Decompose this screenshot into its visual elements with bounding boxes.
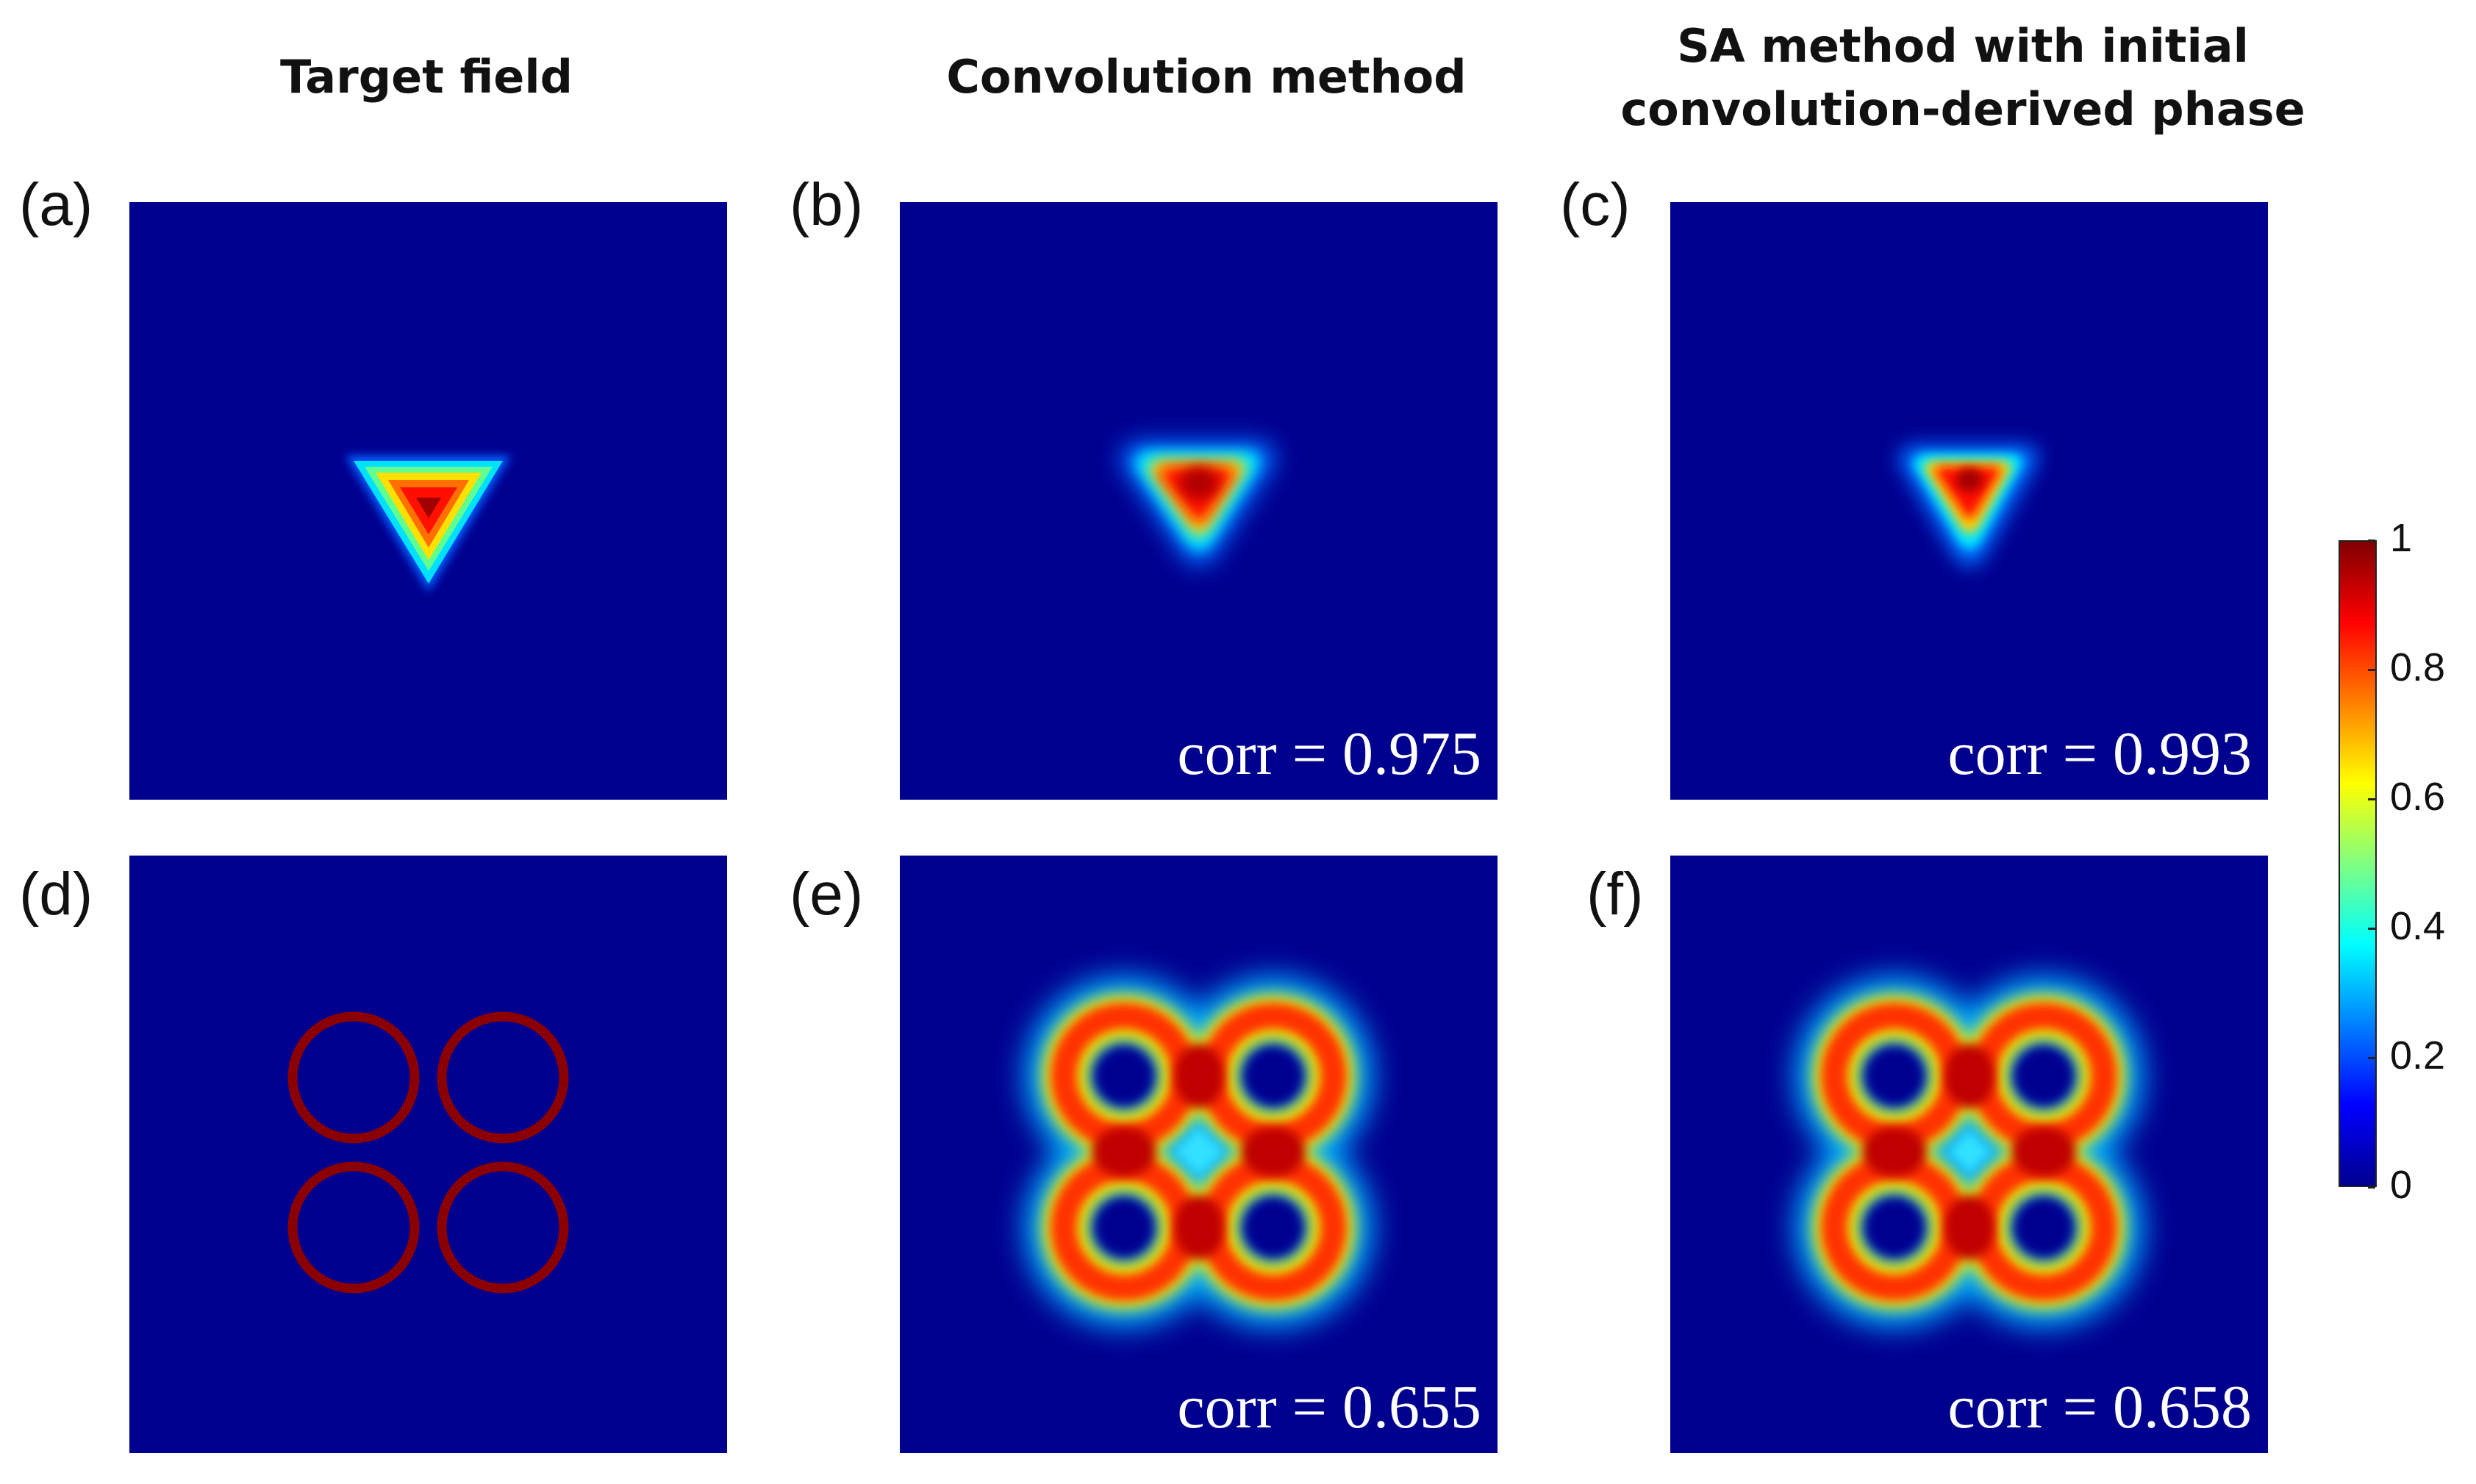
blob-c-red [1935,467,2000,519]
rings-e-holes [1096,1048,1301,1255]
panel-label-b: (b) [790,171,864,238]
panel-e-heatmap: corr = 0.655 [900,856,1498,1453]
panel-label-a: (a) [19,171,93,238]
column-title-sa-line1: SA method with initial [1677,19,2249,73]
panel-a-heatmap [129,202,727,800]
blob-c-core [1956,468,1983,492]
panel-label-f: (f) [1586,861,1644,928]
colorbar-tick-mark [2368,1057,2375,1059]
rings-f-junctions [1862,1044,2076,1260]
panel-c-svg [1898,445,2039,567]
ring-top-left [287,1011,420,1144]
center-diamond-e [1173,1125,1226,1178]
ring-top-right [437,1011,569,1144]
column-title-convolution-text: Convolution method [946,50,1467,104]
panel-b-svg [1120,441,1275,566]
colorbar-tick-mark [2368,928,2375,930]
colorbar-tick-label: 1 [2390,516,2413,560]
colorbar-tick-label: 0.2 [2390,1033,2446,1078]
panel-f-corr: corr = 0.658 [1947,1373,2252,1441]
panel-d-heatmap [129,856,727,1453]
panel-f-svg [1795,977,2143,1327]
colorbar-tick-label: 0 [2390,1163,2413,1207]
ring-bottom-left [287,1161,420,1294]
panel-c-corr: corr = 0.993 [1947,720,2252,788]
colorbar-tick-mark [2368,1186,2375,1189]
colorbar-tick-mark [2368,540,2375,542]
colorbar [2339,540,2377,1187]
rings-f-holes [1867,1048,2072,1255]
panel-b-heatmap: corr = 0.975 [900,202,1498,800]
panel-label-e: (e) [790,861,864,928]
colorbar-tick-mark [2368,669,2375,671]
panel-d-svg [287,1011,569,1294]
ring-bottom-right [437,1161,569,1294]
panel-label-c: (c) [1560,171,1631,238]
panel-e-corr: corr = 0.655 [1177,1373,1481,1441]
panel-a-svg [346,456,511,592]
colorbar-tick-label: 0.4 [2390,904,2446,948]
panel-e-svg [1025,977,1373,1327]
column-title-sa: SA method with initial convolution-deriv… [1595,15,2330,141]
panel-c-heatmap: corr = 0.993 [1670,202,2268,800]
colorbar-tick-label: 0.6 [2390,775,2446,819]
colorbar-tick-mark [2368,798,2375,800]
column-title-sa-line2: convolution-derived phase [1620,82,2305,136]
rings-e-junctions [1092,1044,1306,1260]
blob-b-core [1180,467,1218,499]
triangle-core [416,498,441,518]
panel-label-d: (d) [19,861,93,928]
panel-f-heatmap: corr = 0.658 [1670,856,2268,1453]
column-title-convolution: Convolution method [901,46,1511,109]
column-title-target-text: Target field [279,50,573,104]
panel-b-corr: corr = 0.975 [1177,720,1481,788]
colorbar-tick-label: 0.8 [2390,645,2446,689]
column-title-target: Target field [132,46,720,109]
